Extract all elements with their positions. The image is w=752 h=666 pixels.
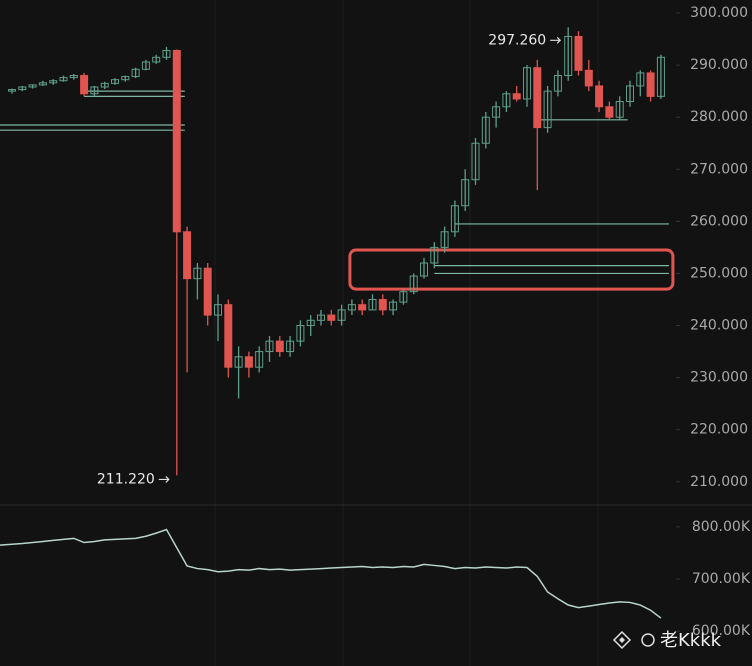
candle-body [378,298,387,311]
candle-body [172,50,181,233]
candle-body [162,50,171,58]
candle-body [327,314,336,321]
candle-body [286,340,295,353]
candle-body [368,298,377,311]
price-annotation: 211.220 [97,471,155,487]
y-tick-label: 240.000 [690,318,748,334]
candle-body [306,319,315,327]
candle-body [18,86,27,91]
candle-body [564,35,573,77]
candle-body [574,35,583,71]
price-annotation: 297.260 [488,32,546,48]
candle-body [28,84,37,88]
candle-body [224,304,233,368]
candle-body [244,356,253,368]
candle-body [615,101,624,118]
candle-body [523,67,531,100]
candle-body [183,231,192,280]
candle-body [481,116,490,144]
candle-body [214,304,222,316]
y-tick-label: 260.000 [690,213,748,229]
candle-body [131,68,140,78]
annotation-arrow [550,36,562,44]
candle-body [296,325,305,342]
candle-body [49,80,58,84]
candle-body [141,61,150,70]
candle-body [111,79,119,84]
candle-body [626,85,634,103]
candle-body [203,267,212,316]
y-tick-label: 280.000 [690,109,748,125]
y-tick-label: 210.000 [690,474,748,490]
candle-body [656,56,665,97]
candle-body [152,56,161,63]
candle-body [409,275,418,293]
watermark-icon [612,630,632,650]
candle-body [420,262,428,277]
candle-body [100,82,109,88]
y-tick-label: 250.000 [690,265,748,281]
candle-body [595,85,604,108]
candle-body [69,75,78,79]
y-tick-label: 300.000 [690,5,748,21]
candle-body [543,90,552,129]
candle-body [533,67,542,129]
y-tick-label: 700.00K [692,571,751,587]
at-icon [641,633,655,647]
candle-body [255,351,264,368]
indicator-line [0,528,662,619]
highlight-box [348,248,675,291]
candle-body [358,304,367,311]
candle-body [121,76,130,81]
candle-body [584,69,593,87]
candle-body [471,142,480,181]
y-tick-label: 800.00K [692,519,751,535]
y-tick-label: 220.000 [690,422,748,438]
candle-body [347,304,356,311]
y-tick-label: 290.000 [690,57,748,73]
candle-body [80,75,89,95]
watermark: 老Kkkk [660,630,722,651]
candle-body [502,93,511,108]
candle-body [193,267,202,280]
candle-body [636,72,645,87]
candle-body [317,314,325,321]
candle-body [492,106,501,118]
candle-body [59,77,68,82]
candle-body [265,340,274,353]
y-tick-label: 600.00K [692,623,751,639]
candle-body [646,72,655,97]
candle-body [38,82,47,86]
y-tick-label: 230.000 [690,370,748,386]
candle-body [234,356,243,368]
candle-body [8,89,16,92]
candle-body [605,106,614,118]
icon-diamond [612,630,632,650]
y-tick-label: 270.000 [690,161,748,177]
candle-body [275,340,284,353]
candle-body [389,301,398,311]
candle-body [430,246,439,264]
candle-body [461,179,470,207]
candle-body [553,75,562,92]
candle-body [512,93,521,100]
candle-body [90,86,99,95]
candle-body [337,309,346,321]
candle-body [440,231,449,248]
icon-core [619,637,625,643]
annotation-arrow [158,475,170,483]
candle-body [450,205,459,233]
candle-body [399,291,408,303]
